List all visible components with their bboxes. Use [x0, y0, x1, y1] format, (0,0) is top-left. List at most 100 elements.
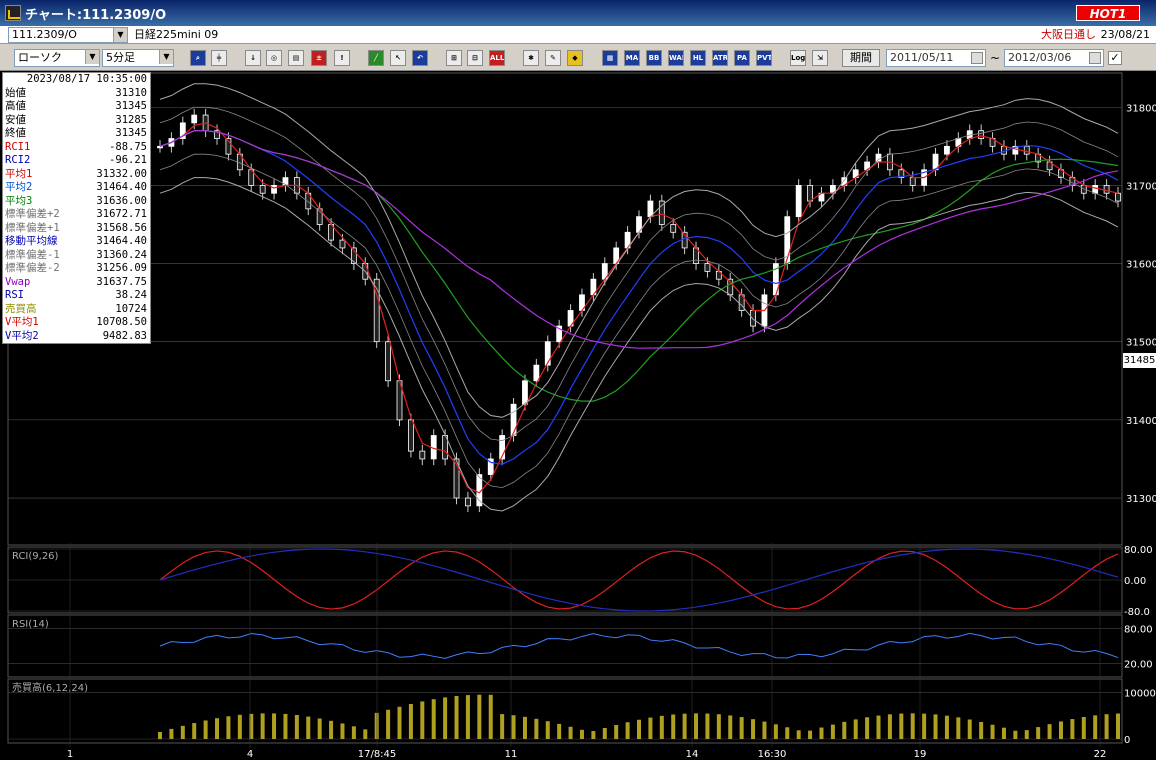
- chevron-down-icon[interactable]: ▼: [159, 50, 173, 64]
- volume-bar: [557, 723, 562, 739]
- period-button[interactable]: 期間: [842, 49, 880, 67]
- time-tick-label: 17/8:45: [358, 749, 397, 760]
- pvt-button[interactable]: PVT: [756, 50, 772, 66]
- price-tick-label: 31700: [1126, 181, 1156, 192]
- apply-check-icon[interactable]: ✓: [1108, 51, 1122, 65]
- volume-tick-label: 10000: [1124, 688, 1156, 699]
- trendline-icon[interactable]: ╱: [368, 50, 384, 66]
- volume-bar: [671, 714, 676, 739]
- atr-button[interactable]: ATR: [712, 50, 728, 66]
- volume-bar: [1001, 727, 1006, 739]
- volume-bar: [705, 713, 710, 739]
- candle: [453, 458, 460, 499]
- volume-tick-label: 0: [1124, 735, 1130, 746]
- hot1-badge[interactable]: HOT1: [1076, 5, 1140, 21]
- calendar-icon[interactable]: [1089, 52, 1101, 64]
- candle: [487, 458, 494, 475]
- bb-button[interactable]: BB: [646, 50, 662, 66]
- info-row: V平均2 9482.83: [3, 330, 150, 344]
- info-value: 31345: [115, 127, 147, 139]
- info-value: -96.21: [109, 154, 147, 166]
- price-pane: [7, 72, 1123, 546]
- signal-icon[interactable]: ±: [311, 50, 327, 66]
- info-row: 標準偏差-1 31360.24: [3, 249, 150, 263]
- calendar-icon[interactable]: [971, 52, 983, 64]
- log-button[interactable]: Log: [790, 50, 806, 66]
- zoom-out-icon[interactable]: ⊟: [467, 50, 483, 66]
- volume-bar: [682, 713, 687, 739]
- volume-bar: [944, 715, 949, 739]
- volume-bar: [796, 730, 801, 739]
- volume-bar: [568, 726, 573, 739]
- volume-pane: [7, 678, 1123, 744]
- volume-bar: [203, 720, 208, 739]
- current-price-tag: 31485: [1123, 353, 1156, 368]
- info-value: 31672.71: [96, 208, 147, 220]
- candle: [408, 419, 414, 452]
- info-row: 標準偏差+1 31568.56: [3, 222, 150, 236]
- info-value: 31256.09: [96, 262, 147, 274]
- alert-icon[interactable]: !: [334, 50, 350, 66]
- volume-bar: [500, 714, 505, 739]
- volume-bar: [602, 727, 607, 739]
- chart-app-icon: [5, 5, 21, 21]
- info-value: 10724: [115, 302, 147, 315]
- candle: [214, 130, 220, 139]
- volume-bar: [625, 722, 630, 739]
- chevron-down-icon[interactable]: ▼: [85, 50, 99, 64]
- date-from-field[interactable]: 2011/05/11: [886, 49, 986, 67]
- volume-bar: [374, 712, 379, 739]
- volume-bar: [1104, 714, 1109, 739]
- candle: [225, 138, 232, 155]
- volume-bar: [876, 715, 881, 739]
- gear-icon[interactable]: ✱: [523, 50, 539, 66]
- rsi-pane-label: RSI(14): [12, 619, 49, 630]
- volume-bar: [922, 713, 927, 739]
- zoom-icon[interactable]: ⌕: [190, 50, 206, 66]
- chevron-down-icon[interactable]: ▼: [113, 28, 127, 42]
- split-view-icon[interactable]: ╪: [211, 50, 227, 66]
- all-button[interactable]: ALL: [489, 50, 505, 66]
- ma-button[interactable]: MA: [624, 50, 640, 66]
- candle: [658, 200, 665, 225]
- search-icon[interactable]: ◎: [266, 50, 282, 66]
- export-icon[interactable]: ⇲: [812, 50, 828, 66]
- zoom-in-icon[interactable]: ⊞: [446, 50, 462, 66]
- palette-icon[interactable]: ◆: [567, 50, 583, 66]
- volume-bar: [260, 713, 265, 739]
- hl-button[interactable]: HL: [690, 50, 706, 66]
- info-label: 平均2: [5, 181, 33, 193]
- pa-button[interactable]: PA: [734, 50, 750, 66]
- volume-bar: [545, 721, 550, 739]
- candle: [385, 341, 391, 382]
- volume-bar: [431, 699, 436, 739]
- interval-select[interactable]: 5分足 ▼: [102, 49, 174, 67]
- chart-type-select[interactable]: ローソク ▼: [14, 49, 100, 67]
- volume-bar: [865, 717, 870, 739]
- wrench-icon[interactable]: ✎: [545, 50, 561, 66]
- bband-lower1-line: [159, 153, 1119, 489]
- volume-bar: [397, 706, 402, 739]
- candle: [556, 325, 563, 343]
- download-icon[interactable]: ↓: [245, 50, 261, 66]
- bband-lower-line: [159, 177, 1119, 512]
- interval-value: 5分足: [106, 51, 135, 64]
- price-tick-label: 31600: [1126, 260, 1156, 271]
- chart-canvas[interactable]: 31800 31700 31600 31500 31400 31300 80.00 0.00 -…: [0, 71, 1156, 760]
- candle: [259, 185, 266, 194]
- wae-button[interactable]: WAE: [668, 50, 684, 66]
- ma2-line: [159, 130, 1119, 465]
- info-value: 31636.00: [96, 194, 147, 207]
- time-tick-label: 11: [505, 749, 518, 760]
- chart-area[interactable]: 31800 31700 31600 31500 31400 31300 80.00 0.00 -…: [0, 71, 1156, 760]
- info-value: 9482.83: [102, 329, 147, 342]
- undo-icon[interactable]: ↶: [412, 50, 428, 66]
- date-to-field[interactable]: 2012/03/06: [1004, 49, 1104, 67]
- info-row: 平均3 31636.00: [3, 195, 150, 209]
- grid-icon[interactable]: ▦: [602, 50, 618, 66]
- price-tick-label: 31500: [1126, 338, 1156, 349]
- cursor-icon[interactable]: ↖: [390, 50, 406, 66]
- compare-chart-icon[interactable]: ▤: [288, 50, 304, 66]
- info-label: 標準偏差-2: [5, 262, 60, 274]
- symbol-select[interactable]: 111.2309/O ▼: [8, 27, 128, 43]
